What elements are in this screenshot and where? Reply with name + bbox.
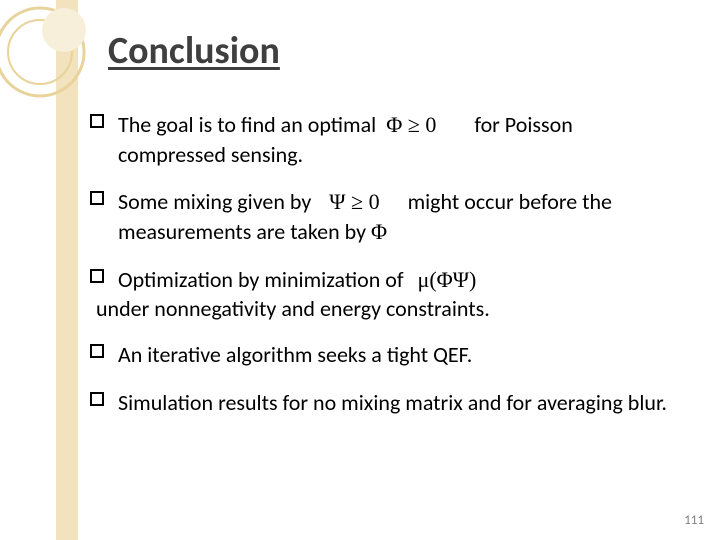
bullet-4-pre: An iterative algorithm seeks a tight QEF… [118,341,472,368]
bullet-1: The goal is to find an optimal Φ ≥ 0 for… [90,110,680,169]
bullet-marker-icon [90,344,104,358]
bullet-2-pre: Some mixing given by [118,188,311,215]
slide-title: Conclusion [108,28,280,74]
bullet-5: Simulation results for no mixing matrix … [90,388,680,418]
bullet-3: Optimization by minimization of μ(ΦΨ) [90,265,680,295]
bullet-2: Some mixing given by Ψ ≥ 0 might occur b… [90,187,680,246]
bullet-marker-icon [90,191,104,205]
page-number: 111 [684,513,704,528]
bullet-1-pre: The goal is to find an optimal [118,111,376,138]
bullet-5-pre: Simulation results for no mixing matrix … [118,389,667,416]
content-area: The goal is to find an optimal Φ ≥ 0 for… [90,110,680,436]
bullet-4: An iterative algorithm seeks a tight QEF… [90,340,680,370]
bullet-1-math: Φ ≥ 0 [386,112,436,137]
bullet-2-trail-math: Φ [371,219,387,244]
bullet-marker-icon [90,392,104,406]
bullet-3-math: μ(ΦΨ) [418,267,477,292]
bullet-2-math: Ψ ≥ 0 [329,189,379,214]
bullet-marker-icon [90,114,104,128]
bullet-3-subline: under nonnegativity and energy constrain… [90,294,680,324]
bullet-marker-icon [90,269,104,283]
bullet-3-pre: Optimization by minimization of [118,266,404,293]
